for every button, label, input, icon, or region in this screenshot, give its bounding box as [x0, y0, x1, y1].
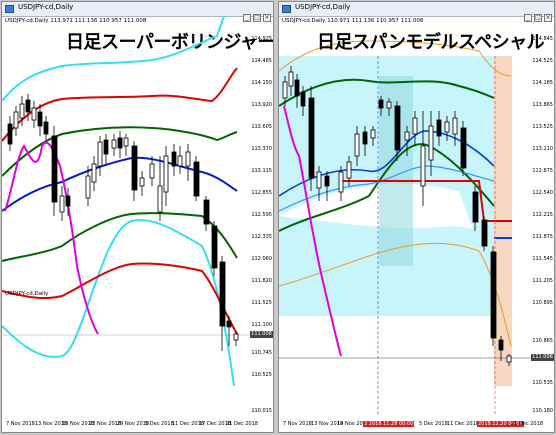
x-tick-label: 7 Nov 2018: [6, 421, 35, 427]
blue-middle-band: [2, 156, 238, 212]
left-window-title: USDJPY-cd,Daily: [18, 3, 74, 11]
right-y-axis: 114.845 114.525 114.185 113.865 113.525 …: [530, 16, 554, 421]
y-tick-label: 111.205: [532, 278, 553, 284]
left-window-controls: _ □ ×: [241, 4, 271, 23]
left-chart-canvas[interactable]: [2, 16, 251, 421]
red-lower-band: [2, 262, 238, 335]
right-chart-canvas[interactable]: [279, 16, 532, 421]
y-tick-label: 110.535: [532, 380, 553, 386]
y-tick-label: 114.845: [532, 36, 553, 42]
maximize-icon[interactable]: □: [253, 14, 261, 22]
y-tick-label: 112.335: [251, 234, 272, 240]
right-window-titlebar[interactable]: USDJPY-cd,Daily _ □ ×: [279, 2, 554, 22]
y-tick-label: 113.525: [532, 124, 553, 130]
x-tick-label: 11 Dec 2018: [447, 421, 479, 427]
left-last-price-tag: 111.008: [250, 331, 273, 338]
left-sub-label: USDJPY-cd,Daily: [5, 291, 49, 297]
chart-window-icon: [5, 5, 14, 13]
green-upper-band: [2, 126, 238, 177]
y-tick-label: 114.465: [251, 58, 272, 64]
right-last-price-tag: 111.008: [531, 354, 554, 361]
left-chart-window[interactable]: USDJPY-cd,Daily _ □ × USDJPY-cd,Daily 113.…: [1, 1, 274, 433]
x-tick-label: 19 Nov 2018: [337, 421, 370, 427]
y-tick-label: 111.525: [251, 300, 272, 306]
right-window-controls: _ □ ×: [522, 4, 552, 23]
chart-window-icon: [282, 5, 291, 13]
left-chart-overlay-title: 日足スーパーボリンジャー: [66, 32, 274, 53]
y-tick-label: 110.015: [251, 408, 272, 414]
x-tick-label: 5 Dec 2018: [145, 421, 174, 427]
red-upper-band: [2, 67, 238, 142]
y-tick-label: 111.545: [532, 256, 553, 262]
y-tick-label: 112.215: [532, 212, 553, 218]
right-window-title: USDJPY-cd,Daily: [295, 3, 351, 11]
orange-upper-envelope: [279, 40, 512, 77]
right-candlesticks: [282, 66, 512, 366]
cyan-upper-band: [2, 16, 225, 102]
y-tick-label: 110.865: [532, 338, 553, 344]
x-tick-label: 21 Dec 2018: [226, 421, 258, 427]
y-tick-label: 113.605: [251, 124, 272, 130]
orange-lower-envelope: [279, 242, 512, 347]
x-tick-label: 13 Nov 2018: [35, 421, 68, 427]
x-tick-label: 13 Nov 2018: [311, 421, 344, 427]
y-tick-label: 114.525: [532, 58, 553, 64]
y-tick-label: 114.150: [251, 80, 272, 86]
y-tick-label: 110.895: [532, 300, 553, 306]
left-symbol-line: USDJPY-cd,Daily 113.971 111.136 110.957 …: [5, 18, 147, 24]
close-icon[interactable]: ×: [544, 14, 552, 22]
x-tick-label: 29 Nov 2018: [117, 421, 150, 427]
x-tick-label: 19 Nov 2018: [62, 421, 95, 427]
y-tick-label: 110.745: [251, 350, 272, 356]
x-crosshair-date-tag: 3 2018.11.28 00:00: [363, 421, 415, 427]
x-tick-label: 23 Nov 2018: [89, 421, 122, 427]
span-blue-line-2: [279, 165, 495, 212]
y-tick-label: 111.875: [532, 234, 553, 240]
close-icon[interactable]: ×: [263, 14, 271, 22]
y-tick-label: 112.060: [251, 256, 272, 262]
y-tick-label: 113.115: [251, 168, 272, 174]
left-window-titlebar[interactable]: USDJPY-cd,Daily _ □ ×: [2, 2, 273, 22]
y-tick-label: 113.210: [532, 146, 553, 152]
y-tick-label: 114.185: [532, 80, 553, 86]
y-tick-label: 113.865: [532, 102, 553, 108]
span-green-upper: [279, 78, 495, 107]
left-candlesticks: [7, 94, 239, 351]
y-tick-label: 112.875: [532, 168, 553, 174]
y-tick-label: 113.920: [251, 102, 272, 108]
x-crosshair-date-tag: 2018.12.20 00:00: [477, 421, 524, 427]
minimize-icon[interactable]: _: [524, 14, 532, 22]
minimize-icon[interactable]: _: [243, 14, 251, 22]
x-tick-label: 7 Nov 2018: [283, 421, 312, 427]
cyan-lower-band: [2, 219, 235, 387]
right-chart-overlay-title: 日足スパンモデルスペシャル: [317, 32, 545, 53]
x-tick-label: 17 Dec 2018: [199, 421, 231, 427]
y-tick-label: 112.595: [251, 212, 272, 218]
right-symbol-line: USDJPY-cd,Daily 110.971 111.136 110.957 …: [282, 18, 424, 24]
x-tick-label: 5 Dec 2018: [419, 421, 448, 427]
right-chart-window[interactable]: USDJPY-cd,Daily _ □ ×: [278, 1, 555, 433]
y-tick-label: 112.540: [532, 190, 553, 196]
x-tick-label: 21 Dec 2018: [511, 421, 543, 427]
y-tick-label: 110.180: [532, 408, 553, 414]
x-tick-label: 11 Dec 2018: [172, 421, 204, 427]
maximize-icon[interactable]: □: [534, 14, 542, 22]
y-tick-label: 111.820: [251, 278, 272, 284]
y-tick-label: 111.100: [251, 322, 272, 328]
y-tick-label: 114.925: [251, 36, 272, 42]
right-x-axis: 7 Nov 2018 13 Nov 2018 19 Nov 2018 3 201…: [279, 420, 543, 430]
green-lower-band: [2, 212, 238, 262]
y-tick-label: 113.370: [251, 146, 272, 152]
left-x-axis: 7 Nov 2018 13 Nov 2018 19 Nov 2018 23 No…: [2, 420, 258, 430]
y-tick-label: 110.525: [251, 372, 272, 378]
y-tick-label: 112.855: [251, 190, 272, 196]
left-y-axis: 114.925 114.465 114.150 113.920 113.605 …: [249, 16, 273, 421]
span-red-line: [339, 180, 512, 222]
magenta-lagging-line: [283, 105, 342, 357]
span-green-lower: [279, 143, 495, 232]
